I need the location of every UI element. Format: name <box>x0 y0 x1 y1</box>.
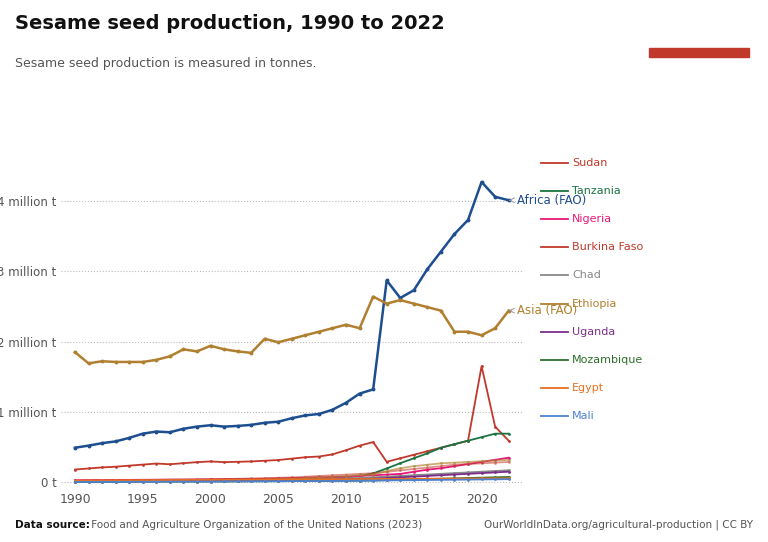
Text: Chad: Chad <box>572 270 601 280</box>
Text: OurWorldInData.org/agricultural-production | CC BY: OurWorldInData.org/agricultural-producti… <box>484 520 753 530</box>
Text: Tanzania: Tanzania <box>572 186 621 196</box>
Text: Sesame seed production is measured in tonnes.: Sesame seed production is measured in to… <box>15 57 317 70</box>
Text: Ethiopia: Ethiopia <box>572 299 617 308</box>
Text: Our World: Our World <box>671 17 727 28</box>
Text: Asia (FAO): Asia (FAO) <box>510 304 577 317</box>
Text: Africa (FAO): Africa (FAO) <box>510 194 586 207</box>
Text: Food and Agriculture Organization of the United Nations (2023): Food and Agriculture Organization of the… <box>88 520 422 530</box>
Text: Sudan: Sudan <box>572 158 607 167</box>
Text: in Data: in Data <box>679 32 719 42</box>
Text: Uganda: Uganda <box>572 327 615 337</box>
Text: Mozambique: Mozambique <box>572 355 644 365</box>
Text: Nigeria: Nigeria <box>572 214 612 224</box>
Text: Egypt: Egypt <box>572 383 604 393</box>
Text: Mali: Mali <box>572 411 595 421</box>
Bar <box>649 48 749 57</box>
Text: Data source:: Data source: <box>15 520 90 530</box>
Text: Sesame seed production, 1990 to 2022: Sesame seed production, 1990 to 2022 <box>15 14 445 33</box>
Text: Burkina Faso: Burkina Faso <box>572 242 644 252</box>
